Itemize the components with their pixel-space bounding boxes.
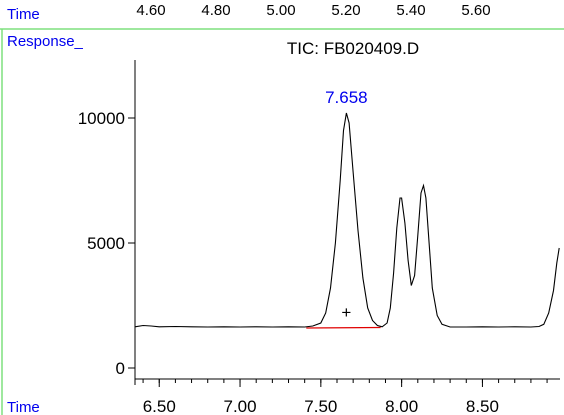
top-strip-time-label: Time [7,6,40,23]
top-strip-tick-label: 4.60 [136,2,165,19]
x-axis-ticks: 6.50 7.00 7.50 8.00 8.50 [142,379,548,415]
top-strip-tick-label: 5.00 [266,2,295,19]
peak-retention-label: 7.658 [325,88,368,107]
x-tick-label: 6.50 [143,397,176,415]
top-strip-tick-label: 5.40 [396,2,425,19]
integration-baseline [306,326,381,329]
x-tick-label: 8.50 [466,397,499,415]
x-tick-label: 7.00 [223,397,256,415]
top-strip-tick-label: 4.80 [201,2,230,19]
x-tick-label: 8.00 [385,397,418,415]
y-tick-label: 0 [116,359,125,378]
y-tick-label: 5000 [87,234,125,253]
y-axis-ticks: 0 5000 10000 [78,109,135,378]
x-tick-label: 7.50 [304,397,337,415]
y-tick-label: 10000 [78,109,125,128]
peak-centroid-marker: + [341,303,351,322]
response-label: Response_ [7,33,84,50]
time-axis-label: Time [7,399,40,415]
tic-trace [134,112,560,328]
chart-title: TIC: FB020409.D [287,39,419,58]
top-strip-tick-label: 5.60 [461,2,490,19]
top-strip-tick-label: 5.20 [331,2,360,19]
top-strip-tick-labels: 4.60 4.80 5.00 5.20 5.40 5.60 [136,2,490,19]
